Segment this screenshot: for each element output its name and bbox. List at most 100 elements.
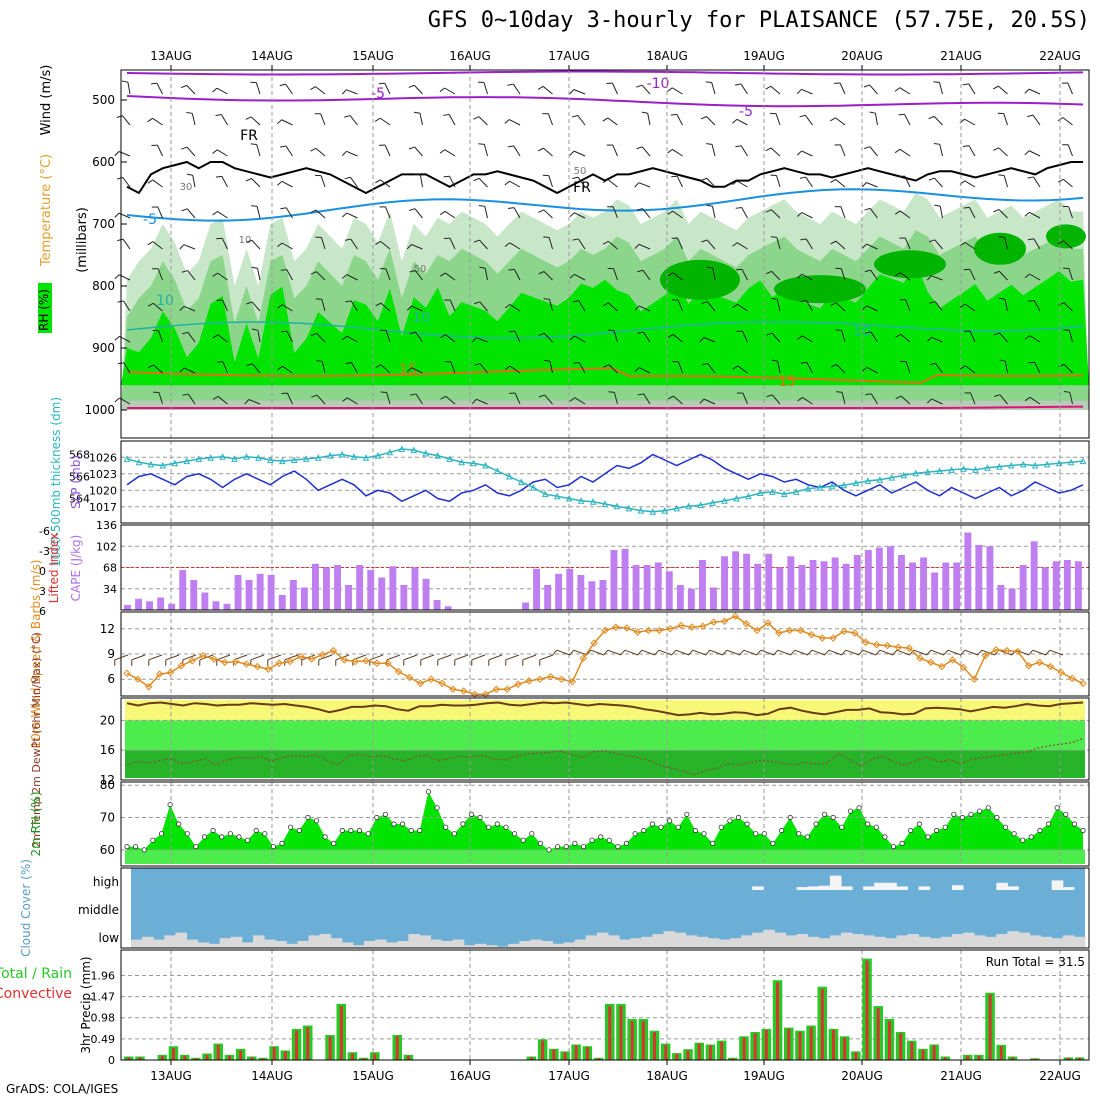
thickness-marker-55 <box>780 490 788 498</box>
wind-panel-frame <box>120 611 1090 697</box>
cape-bar-12 <box>256 573 264 611</box>
thickness-marker-16 <box>314 454 322 461</box>
wind-barb-2-27 <box>998 147 1008 157</box>
cloud-low-bar-14 <box>286 943 298 948</box>
thickness-marker-19 <box>350 453 358 460</box>
wind-barb-4-3-flag <box>212 211 218 216</box>
wind-barb-0-10 <box>444 87 456 95</box>
precip-conv-bar-39 <box>563 1052 567 1060</box>
wind-barb-4-17 <box>672 210 683 219</box>
precip-conv-bar-52 <box>709 1045 712 1060</box>
wind-barb-8-23-flag <box>864 331 872 334</box>
wind-barb-6-3-flag <box>212 272 218 277</box>
rh2m-marker-92 <box>916 821 923 827</box>
thickness-marker-65 <box>900 471 908 479</box>
wind-barb-0-16 <box>641 84 651 95</box>
contour-label-10: 15 <box>778 374 796 390</box>
precip-conv-bar-55 <box>742 1037 746 1060</box>
slp-panel-frame <box>120 440 1090 524</box>
wind-barb-0-7 <box>346 89 358 95</box>
rh2m-marker-103 <box>1011 831 1017 837</box>
wind-barb-10-4 <box>248 399 261 405</box>
surface-wind-barb-39-flag <box>773 649 779 656</box>
thickness-marker-20 <box>362 454 370 461</box>
precip-conv-bar-21 <box>362 1058 366 1060</box>
thickness-marker-11 <box>255 454 262 461</box>
rh2m-marker-43 <box>494 821 500 827</box>
wind-barb-8-29-flag <box>1063 329 1070 331</box>
wind-barb-8-11-flag <box>471 337 477 343</box>
cloud-low-bar-8 <box>219 938 232 948</box>
wind-barb-5-13-flag <box>543 236 550 238</box>
wind-barb-7-8 <box>380 302 391 312</box>
wind-barb-3-29 <box>1062 178 1073 188</box>
rh2m-marker-68 <box>710 840 716 847</box>
wind-barb-2-13-flag <box>537 147 544 152</box>
wind-barb-9-20-flag <box>771 359 778 362</box>
wind-barb-5-15-flag <box>602 240 609 245</box>
rh2m-marker-77 <box>787 814 793 821</box>
cloud-low-bar-71 <box>918 936 931 948</box>
precip-conv-bar-53 <box>720 1041 724 1060</box>
thickness-marker-74 <box>1007 461 1015 469</box>
cloud-low-bar-63 <box>829 935 842 948</box>
wind-barb-9-12 <box>509 365 521 374</box>
wind-barb-0-21 <box>801 88 813 95</box>
cape-bar-4 <box>168 603 176 611</box>
precip-conv-bar-9 <box>228 1055 231 1060</box>
cape-bar-63 <box>820 561 828 611</box>
wind-barb-3-7-flag <box>344 176 351 180</box>
surface-wind-barb-10 <box>284 654 299 661</box>
precip-conv-bar-59 <box>787 1028 791 1060</box>
pressure-tick-700: 700 <box>92 217 115 231</box>
wind-barb-8-25-flag <box>926 336 932 342</box>
wind-barb-5-8-flag <box>375 241 381 245</box>
wind-barb-6-11-flag <box>479 266 486 269</box>
cloud-low-bar-33 <box>497 946 509 948</box>
surface-wind-barb-24 <box>522 654 537 661</box>
wind-tick-6: 6 <box>107 672 115 686</box>
cape-bar-82 <box>1030 541 1038 611</box>
cape-bar-23 <box>378 577 386 610</box>
rh2m-marker-108 <box>1054 805 1060 811</box>
cloud-low-bar-13 <box>275 941 287 948</box>
cloud-high-bar-64 <box>841 886 853 890</box>
wind-barb-9-29 <box>1063 364 1073 374</box>
wind-barb-9-28 <box>1034 362 1041 374</box>
wind-barb-8-21-flag <box>797 335 803 340</box>
wind-speed-marker-30 <box>449 685 457 693</box>
rh2m-marker-110 <box>1071 821 1078 827</box>
wind-barb-9-1 <box>153 364 163 374</box>
wind-barb-2-18-flag <box>706 143 713 145</box>
rh2m-marker-55 <box>598 834 604 840</box>
wind-barb-4-5 <box>285 207 293 219</box>
wind-barb-1-26 <box>964 118 976 126</box>
cape-bar-13 <box>267 575 275 610</box>
thickness-marker-51 <box>733 494 740 502</box>
upper-air-ylabel-rh: RH (%) <box>37 289 51 331</box>
wind-barb-4-24-flag <box>894 210 901 215</box>
rh2m-marker-51 <box>563 843 569 850</box>
wind-barb-3-0-flag <box>116 176 123 180</box>
cape-bar-45 <box>621 548 629 611</box>
cloud-high-bar-78 <box>996 882 1008 890</box>
thickness-marker-28 <box>458 458 465 466</box>
wind-barb-5-21-flag <box>800 238 807 241</box>
wind-barb-6-10 <box>444 272 456 281</box>
wind-speed-marker-66 <box>840 627 848 636</box>
surface-wind-barb-27-flag <box>569 649 575 656</box>
thickness-marker-66 <box>912 469 920 477</box>
wind-barb-1-28-flag <box>1027 114 1034 118</box>
rh2m-marker-74 <box>761 831 767 837</box>
wind-barb-0-3-flag <box>212 87 218 93</box>
wind-barb-3-3 <box>221 176 228 188</box>
wind-barb-1-19-flag <box>732 118 738 124</box>
cloud-low-bar-52 <box>707 938 720 948</box>
wind-barb-4-1 <box>157 206 163 219</box>
rh2m-marker-84 <box>847 808 854 814</box>
wind-barb-6-17-flag <box>667 272 674 277</box>
wind-barb-6-19 <box>741 269 748 281</box>
thickness-marker-46 <box>673 504 681 512</box>
wind-barb-7-8-flag <box>375 302 382 307</box>
wind-barb-4-11 <box>484 206 488 219</box>
